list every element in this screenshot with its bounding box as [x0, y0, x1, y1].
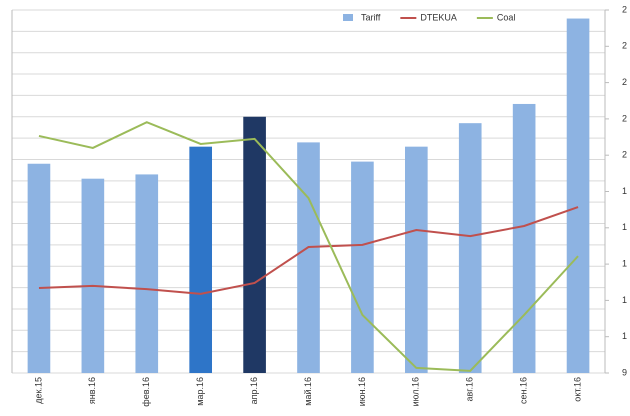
bar: [512, 103, 536, 373]
x-tick-label: янв.16: [87, 377, 97, 404]
legend-label: Tariff: [361, 12, 381, 22]
y2-tick-label: 2: [622, 150, 627, 160]
line: [38, 121, 579, 372]
y2-tick-label: 2: [622, 41, 627, 51]
bar: [458, 123, 482, 373]
y2-tick-label: 1: [622, 295, 627, 305]
x-tick-label: дек.15: [33, 377, 43, 404]
legend-label: DTEKUA: [420, 12, 457, 22]
x-tick-label: мар.16: [195, 377, 205, 406]
line: [38, 206, 579, 295]
bar: [351, 161, 374, 373]
bar: [27, 163, 51, 373]
x-tick-label: сен.16: [519, 377, 529, 404]
y2-tick-label: 1: [622, 331, 627, 341]
x-tick-label: май.16: [303, 377, 313, 406]
y2-tick-label: 1: [622, 186, 627, 196]
bar: [189, 146, 213, 373]
bar: [135, 174, 159, 373]
bar: [243, 116, 266, 373]
y2-tick-label: 1: [622, 222, 627, 232]
x-tick-label: апр.16: [249, 377, 259, 404]
bar: [404, 146, 428, 373]
y2-tick-label: 9: [622, 367, 627, 377]
x-tick-label: июл.16: [411, 377, 421, 406]
y2-tick-label: 1: [622, 258, 627, 268]
x-tick-label: авг.16: [465, 377, 475, 401]
x-tick-label: окт.16: [572, 377, 582, 402]
bar: [297, 142, 320, 373]
bar: [81, 178, 105, 373]
x-tick-label: июн.16: [357, 377, 367, 406]
legend-label: Coal: [497, 12, 516, 22]
y2-tick-label: 2: [622, 77, 627, 87]
x-tick-label: фев.16: [141, 377, 151, 407]
bar: [566, 18, 590, 374]
legend-swatch: [343, 14, 353, 21]
y2-tick-label: 2: [622, 113, 627, 123]
y2-tick-label: 2: [622, 4, 627, 14]
